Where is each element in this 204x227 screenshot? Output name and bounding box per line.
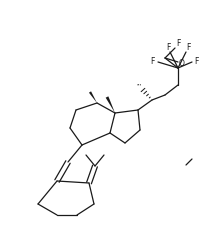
Text: F: F (194, 57, 198, 67)
Text: F: F (166, 42, 170, 52)
Text: F: F (150, 57, 154, 67)
Polygon shape (106, 96, 115, 113)
Text: ''': ''' (136, 84, 142, 89)
Text: O: O (179, 59, 185, 69)
Text: F: F (176, 39, 180, 49)
Text: F: F (186, 42, 190, 52)
Polygon shape (89, 91, 97, 103)
